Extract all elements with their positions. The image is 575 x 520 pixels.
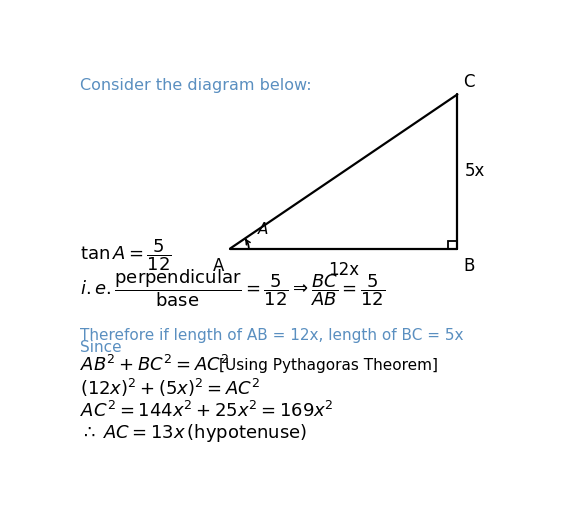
Text: $\therefore\; AC = 13x\,(\mathrm{hypotenuse})$: $\therefore\; AC = 13x\,(\mathrm{hypoten…	[80, 422, 307, 444]
Text: Since: Since	[80, 341, 121, 356]
Text: Therefore if length of AB = 12x, length of BC = 5x: Therefore if length of AB = 12x, length …	[80, 329, 463, 344]
Text: C: C	[463, 73, 474, 91]
Text: 5x: 5x	[465, 162, 485, 180]
Text: [Using Pythagoras Theorem]: [Using Pythagoras Theorem]	[219, 358, 438, 373]
Bar	[448, 241, 457, 249]
Text: 12x: 12x	[328, 261, 359, 279]
Text: $\tan A = \dfrac{5}{12}$: $\tan A = \dfrac{5}{12}$	[80, 237, 171, 272]
Text: A: A	[213, 257, 225, 276]
Text: $AB^2 + BC^2 = AC^2$: $AB^2 + BC^2 = AC^2$	[80, 355, 229, 375]
Text: B: B	[463, 257, 474, 276]
Text: Consider the diagram below:: Consider the diagram below:	[80, 77, 312, 93]
Text: $i.e.\dfrac{\mathrm{perpendicular}}{\mathrm{base}} = \dfrac{5}{12} \Rightarrow \: $i.e.\dfrac{\mathrm{perpendicular}}{\mat…	[80, 267, 385, 309]
Text: $AC^2 = 144x^2 + 25x^2 = 169x^2$: $AC^2 = 144x^2 + 25x^2 = 169x^2$	[80, 400, 334, 421]
Text: $(12x)^2 + (5x)^2 = AC^2$: $(12x)^2 + (5x)^2 = AC^2$	[80, 376, 260, 399]
Text: A: A	[258, 223, 269, 237]
